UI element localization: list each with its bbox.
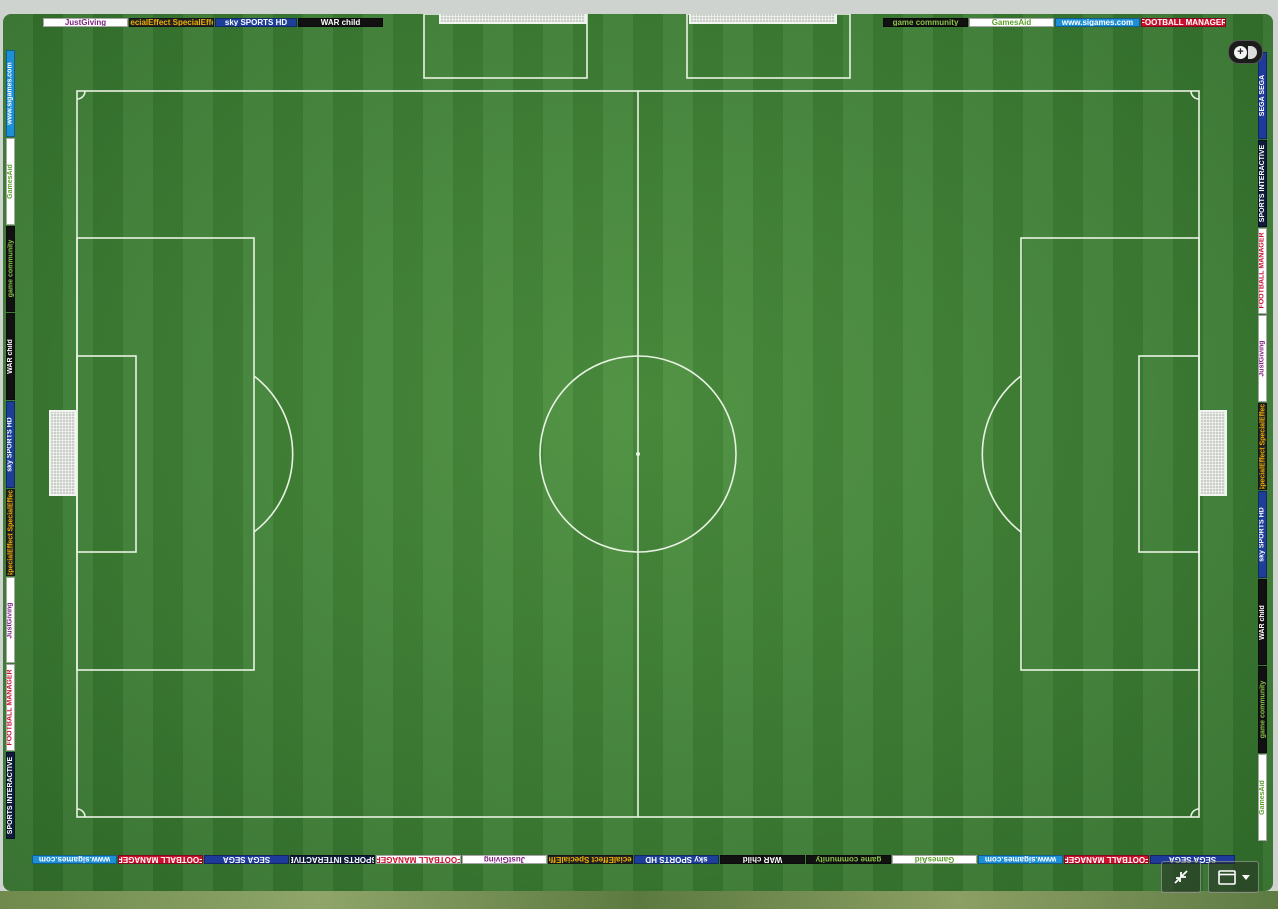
ad-board: SpecialEffect SpecialEffect <box>6 488 15 576</box>
ad-board: game community <box>806 855 891 864</box>
ad-board: sky SPORTS HD <box>6 401 15 488</box>
ad-board: SEGA SEGA <box>1258 52 1267 139</box>
right-goal-area <box>1138 355 1200 553</box>
half-moon-icon <box>1248 45 1257 59</box>
ad-board: WAR child <box>298 18 383 27</box>
ad-board: GamesAid <box>892 855 977 864</box>
ad-board-label: WAR child <box>1259 604 1266 640</box>
ad-board-label: SpecialEffect SpecialEffect <box>7 488 14 576</box>
ad-board: SPORTS INTERACTIVE <box>290 855 375 864</box>
ad-board-label: FOOTBALL MANAGER <box>7 669 14 746</box>
ad-board: sky SPORTS HD <box>215 18 297 27</box>
pitch-markings <box>76 14 1200 818</box>
ad-board-label: WAR child <box>7 339 14 375</box>
ad-board: sky SPORTS HD <box>1258 490 1267 578</box>
view-menu-button[interactable] <box>1208 861 1259 893</box>
ad-board: FOOTBALL MANAGER <box>1141 18 1226 27</box>
dugout-box-left <box>423 14 588 79</box>
dugout-box-right <box>686 14 851 79</box>
ad-board: FOOTBALL MANAGER <box>1064 855 1149 864</box>
ad-board: www.sigames.com <box>1055 18 1140 27</box>
ad-board: WAR child <box>1258 578 1267 666</box>
ad-board: WAR child <box>6 313 15 401</box>
ad-board: FOOTBALL MANAGER <box>376 855 461 864</box>
ad-board: www.sigames.com <box>32 855 117 864</box>
ad-board-label: SpecialEffect SpecialEffect <box>1259 403 1266 490</box>
ad-board: SPORTS INTERACTIVE <box>6 752 15 839</box>
ad-board-label: www.sigames.com <box>7 62 14 125</box>
plus-icon: + <box>1234 45 1247 59</box>
ad-board: game community <box>6 225 15 313</box>
ad-board: JustGiving <box>1258 315 1267 403</box>
ad-board-label: SEGA SEGA <box>1259 74 1266 117</box>
left-penalty-arc <box>253 375 294 533</box>
ad-board-top-right: game community GamesAid www.sigames.com FOO… <box>883 18 1226 27</box>
ad-board: WAR child <box>720 855 805 864</box>
ad-board: SpecialEffect SpecialEffect <box>548 855 633 864</box>
ad-board-label: sky SPORTS HD <box>1259 507 1266 562</box>
ad-board: GamesAid <box>1258 754 1267 841</box>
centre-circle <box>539 355 737 553</box>
ad-board-label: JustGiving <box>1259 340 1266 377</box>
corner-arc-bl <box>76 808 86 818</box>
ad-board: game community <box>883 18 968 27</box>
right-penalty-area <box>1020 237 1200 671</box>
ad-board: GamesAid <box>6 137 15 225</box>
ad-board: FOOTBALL MANAGER <box>6 664 15 752</box>
fade-toggle-button[interactable]: + <box>1228 40 1263 64</box>
ad-board: FOOTBALL MANAGER <box>118 855 203 864</box>
left-goal-net <box>49 410 77 496</box>
ad-board-label: game community <box>7 240 15 298</box>
ad-board: www.sigames.com <box>6 50 15 137</box>
dropdown-triangle-icon <box>1241 874 1250 880</box>
ad-board: FOOTBALL MANAGER <box>1258 227 1267 315</box>
corner-arc-tr <box>1190 90 1200 100</box>
ad-board: SPORTS INTERACTIVE <box>1258 139 1267 227</box>
ad-board: sky SPORTS HD <box>634 855 719 864</box>
collapse-arrows-icon <box>1174 870 1188 884</box>
corner-arc-tl <box>76 90 86 100</box>
pitch-view <box>3 14 1273 891</box>
ad-board-label: sky SPORTS HD <box>7 417 14 472</box>
ad-board: SpecialEffect SpecialEffect <box>1258 403 1267 490</box>
ad-board: www.sigames.com <box>978 855 1063 864</box>
window-icon <box>1217 869 1236 885</box>
ad-board-label: FOOTBALL MANAGER <box>1259 232 1266 309</box>
ad-board-label: GamesAid <box>1259 780 1266 815</box>
left-penalty-area <box>76 237 255 671</box>
minimise-button[interactable] <box>1161 861 1201 893</box>
ad-board: SEGA SEGA <box>204 855 289 864</box>
ad-board: GamesAid <box>969 18 1054 27</box>
ad-board-label: JustGiving <box>7 601 14 639</box>
ad-board-right: SEGA SEGA SPORTS INTERACTIVE FOOTBALL MANA… <box>1258 52 1267 842</box>
ad-board: SpecialEffect SpecialEffect <box>129 18 214 27</box>
ad-board-label: SPORTS INTERACTIVE <box>7 756 14 835</box>
ad-board: game community <box>1258 666 1267 754</box>
ad-board: JustGiving <box>43 18 128 27</box>
centre-spot <box>636 452 640 456</box>
ad-board-label: SPORTS INTERACTIVE <box>1259 144 1266 222</box>
ad-board-left: www.sigames.com GamesAid game community WAR… <box>6 50 15 840</box>
ad-board: JustGiving <box>6 576 15 664</box>
corner-arc-br <box>1190 808 1200 818</box>
ad-board-label: game community <box>1259 681 1267 739</box>
right-penalty-arc <box>981 375 1022 533</box>
left-goal-area <box>76 355 137 553</box>
ad-board-bottom: SEGA SEGA FOOTBALL MANAGER www.sigames.com… <box>32 855 1235 864</box>
taskbar-strip <box>0 891 1278 909</box>
dugout-left <box>439 14 587 24</box>
ad-board: JustGiving <box>462 855 547 864</box>
ad-board-label: GamesAid <box>7 163 14 199</box>
dugout-right <box>689 14 837 24</box>
right-goal-net <box>1199 410 1227 496</box>
